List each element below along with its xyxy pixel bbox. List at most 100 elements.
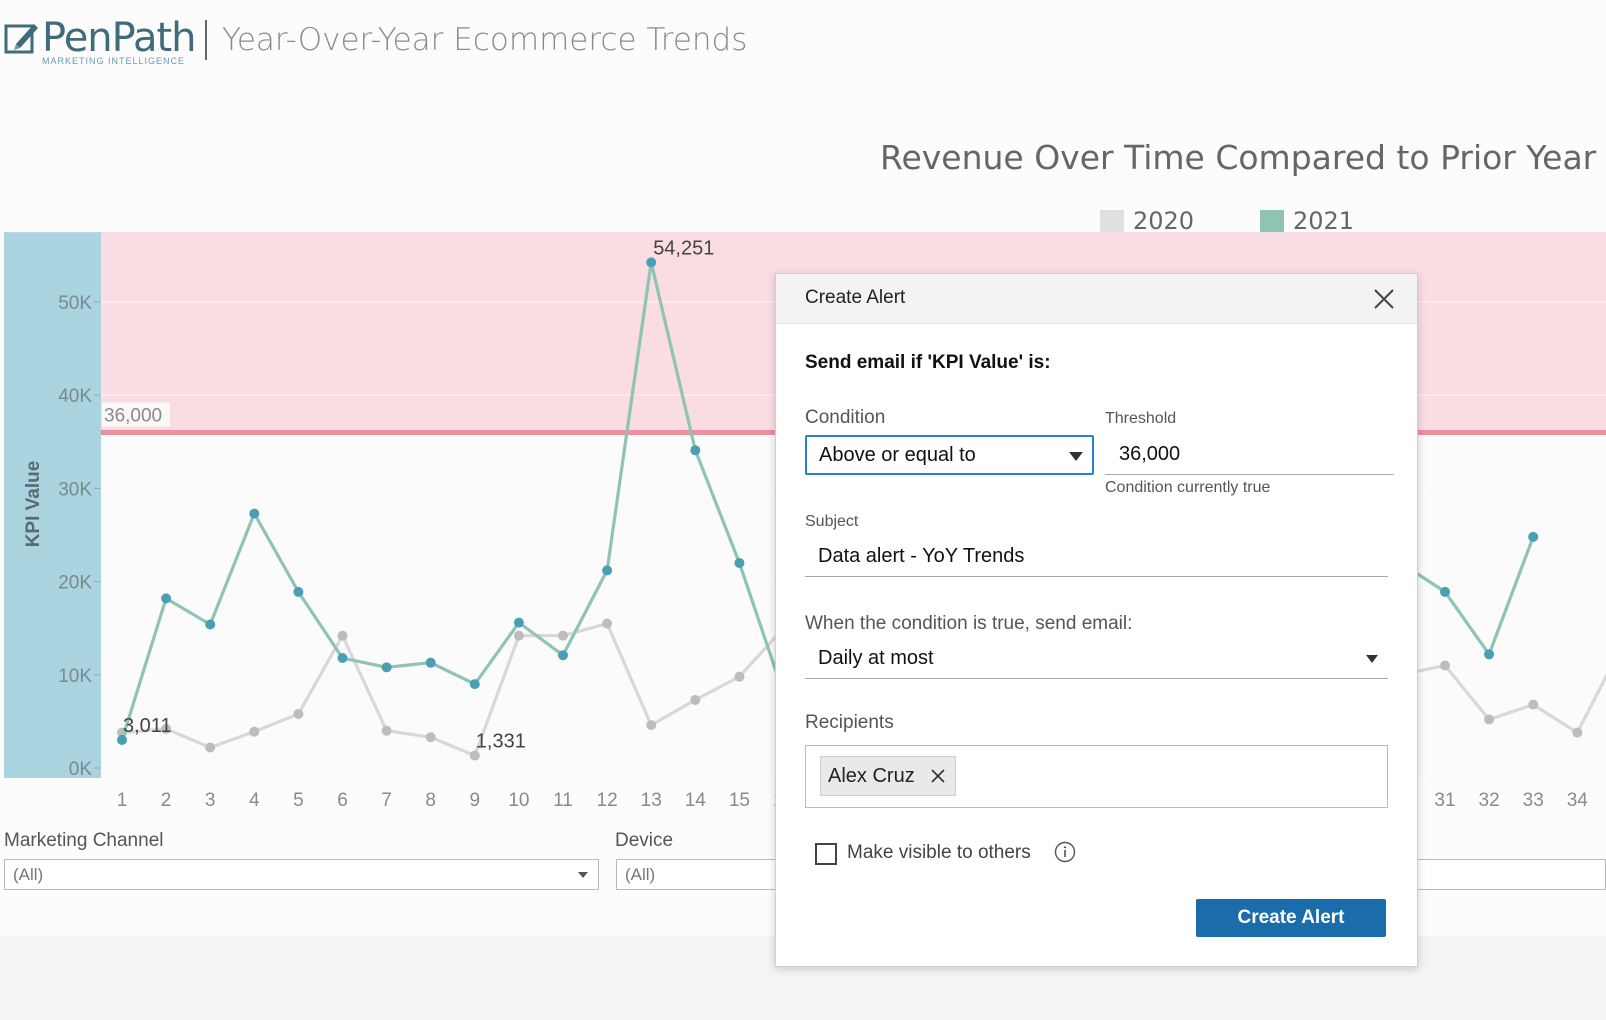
x-tick-label: 6 bbox=[337, 790, 348, 811]
point-2021 bbox=[690, 445, 701, 456]
threshold-label: Threshold bbox=[1105, 410, 1177, 427]
condition-value: Above or equal to bbox=[819, 444, 976, 466]
point-2020 bbox=[1440, 660, 1450, 671]
x-tick-label: 7 bbox=[381, 790, 392, 811]
y-axis-label: KPI Value bbox=[23, 461, 44, 548]
point-2020 bbox=[381, 725, 392, 736]
y-axis-band bbox=[4, 232, 101, 778]
point-2020 bbox=[513, 630, 524, 641]
point-2020 bbox=[602, 618, 613, 629]
info-icon[interactable] bbox=[1054, 841, 1076, 863]
point-2020 bbox=[558, 630, 568, 641]
point-2021 bbox=[469, 679, 480, 690]
threshold-input[interactable] bbox=[1105, 435, 1394, 475]
point-2020 bbox=[161, 723, 172, 734]
data-label: 1,331 bbox=[476, 731, 526, 753]
point-2020 bbox=[425, 732, 436, 743]
recipient-chip: Alex Cruz bbox=[820, 756, 956, 796]
y-tick-label: 10K bbox=[58, 666, 92, 687]
x-tick-label: 31 bbox=[1434, 790, 1455, 811]
series-line-2021 bbox=[120, 262, 786, 741]
threshold-label-bg bbox=[102, 402, 170, 427]
x-tick-label: 33 bbox=[1523, 790, 1544, 811]
point-2021 bbox=[249, 508, 260, 519]
x-tick-label: 4 bbox=[249, 790, 260, 811]
series-line-2021 bbox=[1400, 536, 1535, 658]
point-2021 bbox=[646, 257, 657, 268]
remove-recipient-icon[interactable] bbox=[931, 769, 945, 783]
series-line-2020 bbox=[1400, 663, 1606, 735]
point-2021 bbox=[293, 586, 304, 597]
point-2020 bbox=[646, 720, 657, 731]
recipients-label: Recipients bbox=[805, 712, 894, 733]
data-label: 54,251 bbox=[653, 237, 714, 259]
x-tick-label: 9 bbox=[470, 790, 481, 811]
recipient-name: Alex Cruz bbox=[828, 764, 915, 787]
x-tick-label: 14 bbox=[685, 790, 707, 811]
y-tick-label: 30K bbox=[58, 479, 92, 500]
point-2020 bbox=[1572, 727, 1583, 738]
create-alert-dialog: Create Alert Send email if 'KPI Value' i… bbox=[775, 273, 1418, 967]
frequency-value: Daily at most bbox=[818, 647, 934, 669]
point-2020 bbox=[249, 726, 260, 737]
point-2021 bbox=[734, 557, 745, 568]
point-2021 bbox=[161, 593, 172, 604]
x-tick-label: 1 bbox=[117, 790, 128, 811]
point-2021 bbox=[1528, 531, 1539, 542]
point-2021 bbox=[381, 662, 392, 673]
recipients-field[interactable]: Alex Cruz bbox=[805, 745, 1388, 808]
legend-item-2021[interactable]: 2021 bbox=[1260, 206, 1354, 236]
point-2020 bbox=[337, 630, 348, 641]
subject-input[interactable] bbox=[805, 537, 1388, 577]
chart-title: Revenue Over Time Compared to Prior Year bbox=[880, 138, 1597, 177]
logo-tagline: MARKETING INTELLIGENCE bbox=[42, 56, 186, 66]
legend-label-2021: 2021 bbox=[1293, 207, 1355, 235]
x-tick-label: 15 bbox=[729, 790, 750, 811]
condition-label: Condition bbox=[805, 407, 886, 428]
create-alert-button[interactable]: Create Alert bbox=[1196, 899, 1386, 937]
marketing-channel-dropdown[interactable]: (All) bbox=[4, 859, 599, 890]
x-tick-label: 12 bbox=[597, 790, 618, 811]
caret-down-icon bbox=[1366, 655, 1378, 663]
point-2020 bbox=[1484, 714, 1495, 725]
point-2020 bbox=[205, 742, 216, 753]
y-tick-label: 50K bbox=[58, 293, 92, 314]
x-tick-label: 2 bbox=[161, 790, 172, 811]
point-2020 bbox=[469, 750, 480, 761]
page-title: Year-Over-Year Ecommerce Trends bbox=[222, 22, 748, 58]
x-tick-label: 10 bbox=[508, 790, 529, 811]
marketing-channel-value: (All) bbox=[13, 865, 44, 884]
logo-text: PenPath bbox=[42, 15, 197, 61]
caret-down-icon bbox=[1069, 452, 1083, 461]
frequency-dropdown[interactable]: Daily at most bbox=[805, 639, 1388, 679]
point-2020 bbox=[1528, 699, 1539, 710]
legend-swatch-2021 bbox=[1260, 210, 1284, 232]
point-2020 bbox=[734, 671, 745, 682]
data-label: 3,011 bbox=[123, 715, 172, 737]
x-tick-label: 11 bbox=[553, 790, 573, 811]
chevron-down-icon bbox=[578, 872, 588, 878]
point-2020 bbox=[293, 708, 304, 719]
y-tick-label: 0K bbox=[69, 759, 93, 780]
point-2021 bbox=[425, 657, 436, 668]
x-tick-label: 13 bbox=[641, 790, 662, 811]
point-2021 bbox=[558, 650, 568, 661]
x-tick-label: 8 bbox=[425, 790, 436, 811]
point-2021 bbox=[205, 619, 216, 630]
point-2021 bbox=[602, 565, 613, 576]
filter-label-marketing-channel: Marketing Channel bbox=[4, 830, 164, 851]
close-icon[interactable] bbox=[1371, 286, 1397, 312]
point-2021 bbox=[337, 653, 348, 664]
make-visible-checkbox[interactable] bbox=[815, 843, 837, 865]
frequency-label: When the condition is true, send email: bbox=[805, 613, 1133, 634]
pen-logo-icon bbox=[4, 24, 38, 54]
condition-status-text: Condition currently true bbox=[1105, 479, 1271, 496]
make-visible-label: Make visible to others bbox=[847, 842, 1031, 863]
condition-dropdown[interactable]: Above or equal to bbox=[805, 435, 1094, 475]
point-2021 bbox=[1484, 649, 1495, 660]
legend-item-2020[interactable]: 2020 bbox=[1100, 206, 1194, 236]
point-2021 bbox=[1440, 586, 1450, 597]
send-if-text: Send email if 'KPI Value' is: bbox=[805, 352, 1051, 373]
dialog-header: Create Alert bbox=[776, 274, 1417, 324]
legend-swatch-2020 bbox=[1100, 210, 1124, 232]
